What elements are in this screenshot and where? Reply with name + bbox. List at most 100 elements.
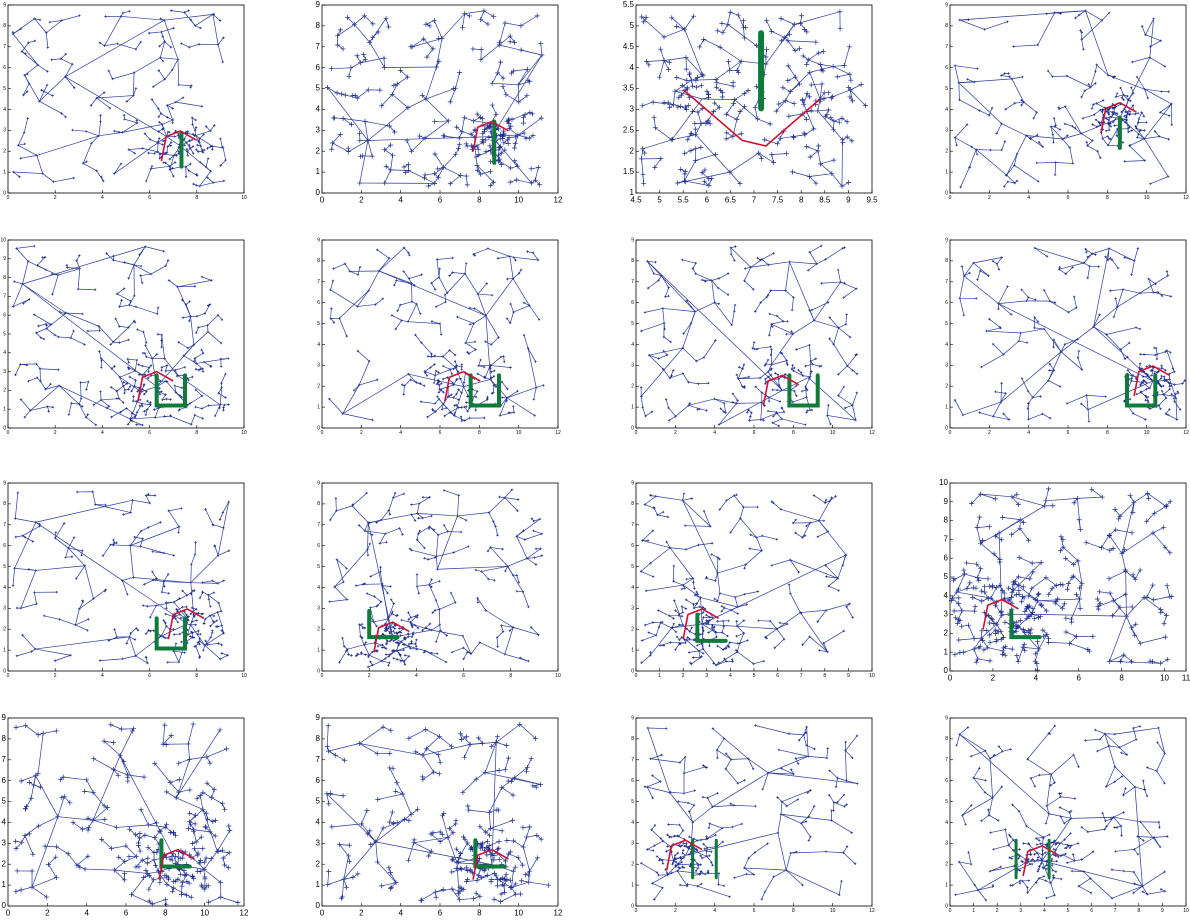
tree-edge bbox=[812, 302, 828, 309]
tree-node bbox=[222, 409, 224, 411]
tree-edge bbox=[528, 348, 536, 387]
tree-edge bbox=[1159, 398, 1166, 405]
tree-node bbox=[68, 413, 70, 415]
tree-node bbox=[1111, 111, 1113, 113]
tree-node bbox=[1045, 13, 1047, 15]
panel: 4.555.566.577.588.599.511.522.533.544.55… bbox=[623, 0, 878, 204]
tree-node bbox=[1007, 72, 1009, 74]
tree-edge bbox=[838, 270, 840, 282]
tree-edge bbox=[471, 131, 475, 135]
tree-node bbox=[200, 349, 202, 351]
y-tick-label: 4 bbox=[317, 342, 320, 348]
tree-edge bbox=[693, 263, 696, 268]
tree-edge bbox=[715, 303, 732, 326]
tree-edge bbox=[178, 280, 212, 286]
tree-edge bbox=[208, 315, 218, 325]
tree-node bbox=[1125, 116, 1127, 118]
tree-edge bbox=[1094, 110, 1100, 115]
tree-edge bbox=[723, 24, 728, 32]
x-tick-label: 12 bbox=[554, 195, 563, 204]
tree-edge bbox=[100, 43, 105, 46]
tree-edge bbox=[454, 387, 463, 416]
tree-edge bbox=[1015, 102, 1024, 103]
tree-edge bbox=[333, 143, 349, 152]
tree-node bbox=[457, 142, 462, 147]
tree-edge bbox=[998, 304, 1152, 381]
tree-node bbox=[199, 27, 201, 29]
tree-edge bbox=[197, 313, 205, 316]
tree-edge bbox=[778, 138, 781, 143]
tree-edge bbox=[761, 297, 767, 303]
tree-edge bbox=[1001, 76, 1009, 77]
tree-node bbox=[27, 117, 29, 119]
tree-node bbox=[827, 404, 829, 406]
tree-edge bbox=[1106, 334, 1120, 349]
tree-edge bbox=[65, 77, 74, 88]
tree-node bbox=[201, 105, 203, 107]
tree-node bbox=[132, 395, 134, 397]
tree-node bbox=[465, 406, 467, 408]
tree-node bbox=[790, 169, 795, 174]
tree-edge bbox=[37, 257, 45, 265]
tree-edge bbox=[443, 357, 456, 368]
tree-edge bbox=[771, 321, 783, 324]
tree-edge bbox=[221, 374, 225, 383]
tree-edge bbox=[510, 256, 513, 278]
tree-edge bbox=[132, 386, 135, 391]
tree-edge bbox=[837, 74, 850, 77]
tree-edge bbox=[464, 379, 491, 386]
tree-node bbox=[100, 176, 102, 178]
x-tick-label: 12 bbox=[869, 430, 875, 436]
tree-edge bbox=[716, 87, 720, 90]
tree-edge bbox=[457, 127, 462, 132]
tree-edge bbox=[805, 379, 809, 387]
tree-node bbox=[1129, 110, 1131, 112]
tree-edge bbox=[377, 250, 389, 258]
y-tick-label: 2.5 bbox=[623, 125, 635, 134]
x-tick-label: 6 bbox=[148, 195, 151, 201]
tree-edge bbox=[684, 160, 695, 180]
y-tick-label: 3 bbox=[945, 128, 948, 134]
tree-edge bbox=[434, 174, 438, 178]
tree-node bbox=[809, 82, 814, 87]
tree-node bbox=[530, 133, 535, 138]
tree-node bbox=[338, 27, 343, 32]
tree-edge bbox=[833, 66, 850, 74]
tree-edge bbox=[450, 408, 459, 413]
tree-edge bbox=[834, 328, 839, 344]
tree-node bbox=[170, 144, 172, 146]
tree-node bbox=[161, 143, 163, 145]
tree-edge bbox=[960, 276, 964, 298]
tree-node bbox=[39, 19, 41, 21]
tree-edge bbox=[478, 283, 487, 294]
tree-edge bbox=[810, 252, 817, 264]
tree-edge bbox=[1012, 77, 1022, 79]
tree-node bbox=[837, 269, 839, 271]
tree-node bbox=[713, 152, 718, 157]
tree-node bbox=[816, 143, 821, 148]
tree-edge bbox=[533, 253, 538, 260]
tree-edge bbox=[83, 163, 97, 170]
tree-node bbox=[506, 141, 511, 146]
tree-node bbox=[187, 9, 189, 11]
tree-node bbox=[1136, 393, 1138, 395]
tree-edge bbox=[755, 303, 760, 312]
y-tick-label: 5 bbox=[945, 86, 948, 92]
tree-edge bbox=[847, 137, 852, 141]
tree-edge bbox=[151, 266, 166, 274]
tree-edge bbox=[358, 305, 376, 307]
tree-node bbox=[846, 180, 851, 185]
tree-edge bbox=[1128, 93, 1133, 100]
tree-node bbox=[145, 414, 147, 416]
tree-node bbox=[526, 250, 528, 252]
tree-node bbox=[734, 304, 736, 306]
tree-node bbox=[967, 19, 969, 21]
tree-edge bbox=[789, 262, 816, 264]
tree-node bbox=[47, 46, 49, 48]
tree-edge bbox=[785, 38, 788, 41]
tree-node bbox=[672, 369, 674, 371]
tree-edge bbox=[521, 50, 542, 55]
tree-node bbox=[191, 376, 193, 378]
tree-node bbox=[83, 343, 85, 345]
tree-node bbox=[804, 62, 809, 67]
